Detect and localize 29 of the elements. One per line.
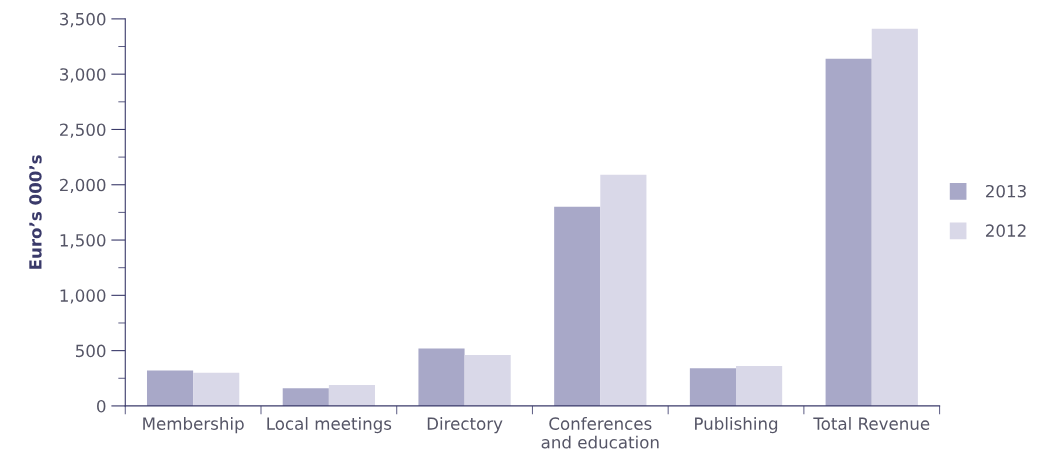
y-tick-label: 0 (97, 399, 106, 413)
bar (418, 348, 465, 406)
bar (600, 174, 647, 406)
bar (554, 206, 601, 406)
bar (736, 366, 783, 406)
y-tick-label: 1,000 (60, 289, 106, 304)
x-tick-label: Publishing (695, 417, 778, 434)
legend-label: 2012 (986, 224, 1026, 237)
x-tick-label: Membership (143, 417, 244, 434)
bar (282, 388, 329, 406)
x-tick-label: Directory (427, 417, 503, 434)
y-axis-title: Euro’s 000’s (29, 155, 42, 269)
y-tick-label: 500 (76, 344, 106, 358)
x-tick-label: Local meetings (267, 417, 392, 434)
y-tick-label: 3,000 (60, 68, 106, 83)
y-tick-label: 3,500 (60, 12, 106, 28)
bar (825, 58, 872, 406)
bar (193, 372, 240, 406)
y-tick-label: 2,000 (60, 178, 106, 194)
bar (464, 355, 511, 406)
y-tick-label: 1,500 (60, 234, 106, 249)
bar (689, 368, 737, 406)
bar (871, 28, 918, 406)
legend-label: 2013 (986, 184, 1026, 198)
bar (147, 370, 194, 406)
x-tick-label: Total Revenue (813, 417, 930, 430)
bar (328, 384, 375, 406)
y-tick-label: 2,500 (60, 123, 106, 138)
x-tick-label: Conferences and education (541, 417, 659, 449)
